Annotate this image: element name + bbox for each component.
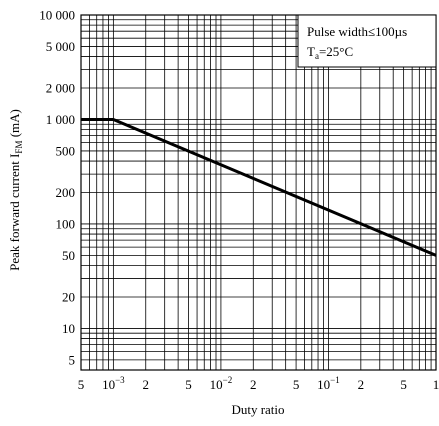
x-tick-label: 10−3: [102, 375, 125, 392]
y-tick-labels: 5 10 20 50 100 200 500 1 000 2 000 5 000 10 000: [39, 8, 75, 368]
x-tick-label: 2: [250, 377, 257, 392]
x-tick-labels: 5 10−3 2 5 10−2 2 5 10−1 2 5 1: [78, 375, 439, 392]
x-tick-label: 5: [400, 377, 407, 392]
legend-t-subscript: a: [315, 51, 319, 61]
x-tick-label: 5: [78, 377, 85, 392]
y-tick-label: 10 000: [39, 8, 75, 23]
x-tick-label: 1: [433, 377, 439, 392]
x-tick-label: 5: [293, 377, 300, 392]
y-tick-label: 20: [62, 289, 75, 304]
legend: Pulse width≤100µs Ta=25°C: [297, 14, 437, 68]
x-tick-label: 10−2: [210, 375, 233, 392]
legend-line-1: Pulse width≤100µs: [307, 24, 407, 39]
y-tick-label: 200: [56, 185, 76, 200]
y-tick-label: 500: [56, 143, 76, 158]
x-tick-label: 5: [185, 377, 192, 392]
y-tick-label: 5 000: [46, 39, 75, 54]
series-line: [81, 117, 437, 257]
y-axis-title-main: Peak forward current I: [7, 154, 22, 271]
y-axis-title-unit: (mA): [7, 109, 22, 140]
x-axis-title: Duty ratio: [231, 402, 284, 417]
y-tick-label: 50: [62, 248, 75, 263]
y-axis-title-subscript: FM: [14, 141, 24, 154]
y-tick-label: 100: [56, 216, 76, 231]
x-tick-label: 10−1: [317, 375, 340, 392]
y-tick-label: 5: [69, 352, 76, 367]
y-tick-label: 10: [62, 321, 75, 336]
y-axis-title: Peak forward current IFM (mA): [7, 109, 24, 271]
y-tick-label: 2 000: [46, 81, 75, 96]
legend-t: T: [307, 44, 315, 59]
x-tick-label: 2: [358, 377, 365, 392]
grid: [80, 14, 437, 371]
plot-frame: [80, 14, 437, 371]
series-layer: [81, 117, 437, 257]
legend-line-2: Ta=25°C: [307, 44, 353, 61]
legend-temp: =25°C: [319, 44, 353, 59]
y-tick-label: 1 000: [46, 112, 75, 127]
legend-box: [297, 14, 437, 68]
x-tick-label: 2: [142, 377, 149, 392]
